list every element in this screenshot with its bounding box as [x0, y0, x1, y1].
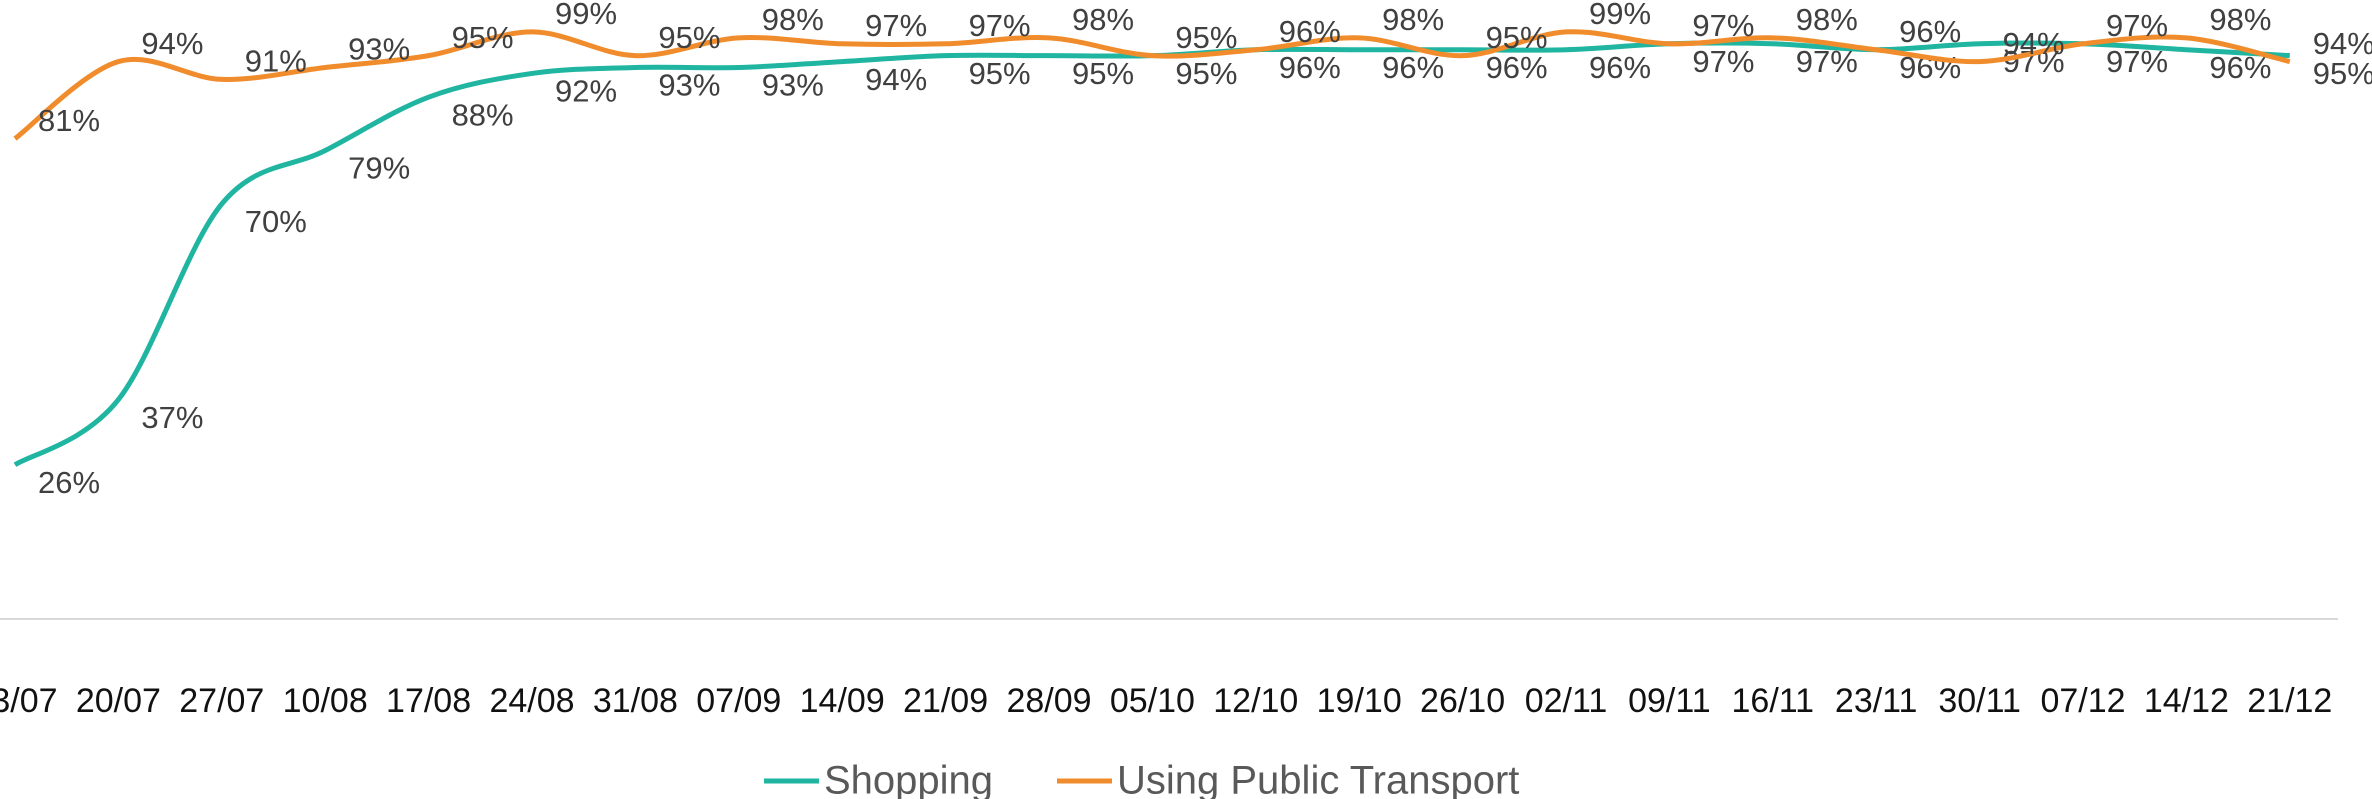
data-label: 94%	[141, 26, 203, 61]
x-tick-label: 07/12	[2040, 682, 2125, 720]
data-label: 97%	[969, 8, 1031, 43]
data-label: 98%	[1072, 2, 1134, 37]
data-label: 93%	[658, 68, 720, 103]
x-tick-label: 21/09	[903, 682, 988, 720]
data-label: 95%	[2313, 56, 2372, 91]
data-label: 99%	[1589, 0, 1651, 31]
data-label: 97%	[2106, 8, 2168, 43]
data-label: 96%	[1486, 50, 1548, 85]
data-label: 79%	[348, 151, 410, 186]
data-label: 94%	[2313, 26, 2372, 61]
x-tick-label: 31/08	[593, 682, 678, 720]
data-label: 95%	[1486, 20, 1548, 55]
data-label: 99%	[555, 0, 617, 31]
data-label: 97%	[1796, 44, 1858, 79]
x-tick-label: 14/09	[800, 682, 885, 720]
data-label: 97%	[2106, 44, 2168, 79]
data-label: 97%	[1692, 8, 1754, 43]
data-label: 96%	[1279, 50, 1341, 85]
x-tick-label: 05/10	[1110, 682, 1195, 720]
x-tick-label: 28/09	[1006, 682, 1091, 720]
x-tick-label: 10/08	[283, 682, 368, 720]
data-label: 96%	[1279, 14, 1341, 49]
data-label: 94%	[865, 62, 927, 97]
data-label: 97%	[1692, 44, 1754, 79]
data-label: 98%	[2209, 2, 2271, 37]
data-label: 95%	[452, 20, 514, 55]
data-label: 96%	[1382, 50, 1444, 85]
data-label: 91%	[245, 44, 307, 79]
x-tick-label: 16/11	[1732, 682, 1815, 720]
data-label: 93%	[762, 68, 824, 103]
data-label: 98%	[1382, 2, 1444, 37]
x-tick-label: 21/12	[2247, 682, 2332, 720]
data-label: 95%	[1072, 56, 1134, 91]
x-tick-label: 17/08	[386, 682, 471, 720]
data-label: 98%	[1796, 2, 1858, 37]
data-label: 95%	[1175, 20, 1237, 55]
x-tick-label: 26/10	[1420, 682, 1505, 720]
data-label: 37%	[141, 400, 203, 435]
x-tick-label: 23/11	[1835, 682, 1918, 720]
data-label: 81%	[38, 103, 100, 138]
x-tick-label: 19/10	[1317, 682, 1402, 720]
data-label: 92%	[555, 74, 617, 109]
line	[13, 40, 2290, 467]
x-tick-label: 14/12	[2144, 682, 2229, 720]
data-label: 26%	[38, 465, 100, 500]
data-label: 95%	[658, 20, 720, 55]
data-label: 94%	[2003, 26, 2065, 61]
legend-label: Using Public Transport	[1117, 759, 1519, 799]
x-tick-label: 30/11	[1938, 682, 2021, 720]
x-tick-label: 13/07	[0, 682, 58, 720]
data-label: 98%	[762, 2, 824, 37]
data-label: 88%	[452, 97, 514, 132]
x-tick-label: 07/09	[696, 682, 781, 720]
data-label: 95%	[969, 56, 1031, 91]
x-tick-label: 02/11	[1525, 682, 1608, 720]
data-label: 95%	[1175, 56, 1237, 91]
data-label: 96%	[1589, 50, 1651, 85]
data-label: 97%	[865, 8, 927, 43]
data-label: 93%	[348, 32, 410, 67]
line	[13, 29, 2291, 141]
x-tick-label: 12/10	[1213, 682, 1298, 720]
data-label: 96%	[1899, 14, 1961, 49]
x-tick-label: 27/07	[179, 682, 264, 720]
data-label: 70%	[245, 204, 307, 239]
x-tick-label: 24/08	[489, 682, 574, 720]
legend-label: Shopping	[824, 759, 993, 799]
x-tick-label: 20/07	[76, 682, 161, 720]
x-tick-label: 09/11	[1628, 682, 1711, 720]
